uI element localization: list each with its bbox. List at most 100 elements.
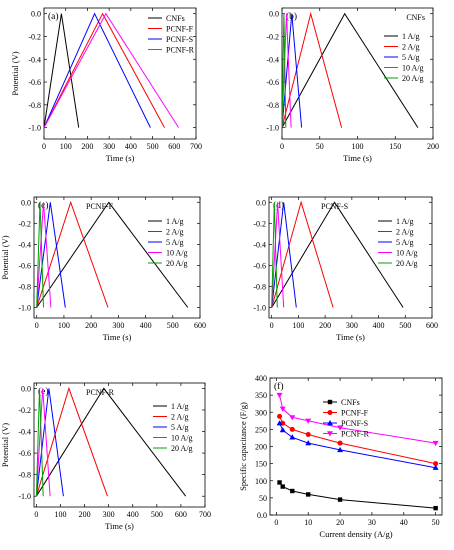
x-tick-label: 400 [140, 321, 152, 330]
data-point [289, 434, 296, 440]
data-point [432, 464, 439, 470]
data-point [306, 492, 311, 497]
series-line-2 [43, 12, 165, 128]
series-line-3 [43, 12, 151, 128]
legend-label: 2 A/g [166, 228, 184, 237]
series-line-4 [271, 202, 285, 308]
y-tick-label: -0.8 [18, 471, 31, 480]
series-line-4 [279, 394, 436, 444]
legend-label: PCNF-S [166, 35, 193, 44]
y-tick-label: -0.6 [253, 261, 266, 270]
x-tick-label: 10 [304, 518, 312, 527]
panel-title: CNFs [406, 13, 425, 22]
legend: 1 A/g 2 A/g5 A/g 10 A/g20 A/g [384, 32, 424, 83]
y-axis-label: Potential (V) [0, 235, 10, 279]
data-point [305, 418, 312, 424]
x-tick-label: 30 [368, 518, 376, 527]
data-point [337, 497, 343, 502]
x-tick-label: 100 [58, 321, 70, 330]
legend-label: 2 A/g [396, 228, 414, 237]
legend-label: 5 A/g [166, 238, 184, 247]
legend-label: 5 A/g [402, 53, 420, 62]
legend-label: CNFs [166, 14, 185, 23]
data-point [280, 484, 285, 489]
y-tick-label: 0.0 [256, 198, 266, 207]
x-tick-label: 200 [85, 321, 97, 330]
data-point [337, 425, 344, 431]
x-tick-label: 400 [127, 510, 139, 519]
x-axis-label: Time (s) [105, 521, 134, 531]
legend: 1 A/g 2 A/g5 A/g 10 A/g20 A/g [378, 217, 418, 268]
y-tick-label: -0.2 [18, 219, 31, 228]
x-tick-label: 600 [426, 321, 438, 330]
data-point [433, 461, 439, 467]
legend-label: PCNF-S [341, 419, 368, 428]
data-point [289, 415, 296, 421]
series-line-3 [35, 388, 64, 497]
legend-label: 20 A/g [171, 444, 193, 453]
series-line-3 [36, 202, 66, 308]
data-point [290, 488, 295, 494]
x-tick-label: 300 [346, 321, 358, 330]
y-tick-label: 300 [255, 408, 267, 417]
x-tick-label: 600 [194, 321, 206, 330]
x-tick-label: 100 [352, 142, 364, 151]
legend-label: 5 A/g [396, 238, 414, 247]
legend-label: PCNF-R [341, 430, 370, 439]
y-tick-label: -0.6 [18, 449, 31, 458]
series-line-3 [271, 202, 297, 308]
legend-label: 10 A/g [171, 434, 193, 443]
series-line-1 [279, 482, 436, 509]
data-point [276, 420, 283, 426]
x-tick-label: 50 [316, 142, 324, 151]
data-point [432, 440, 439, 447]
x-axis-label: Current density (A/g) [319, 529, 392, 539]
data-point [433, 505, 438, 511]
y-tick-label: 0.0 [257, 511, 267, 520]
panel-title: PCNF-F [86, 202, 114, 211]
legend-label: CNFs [341, 398, 360, 407]
legend-label: 1 A/g [396, 217, 414, 226]
x-tick-label: 0 [35, 321, 39, 330]
data-point [289, 426, 295, 432]
legend: 1 A/g 2 A/g5 A/g 10 A/g20 A/g [153, 402, 193, 453]
y-tick-label: -1.0 [266, 124, 279, 133]
x-tick-label: 500 [147, 142, 159, 151]
series-line-5 [281, 13, 287, 128]
y-tick-label: -0.2 [253, 219, 266, 228]
y-tick-label: -0.8 [266, 101, 279, 110]
plot-frame [268, 196, 433, 319]
panel-label: (a) [48, 11, 59, 22]
series-line-4 [35, 388, 51, 497]
x-tick-label: 200 [319, 321, 331, 330]
legend-label: PCNF-R [166, 46, 195, 55]
x-tick-label: 600 [168, 142, 180, 151]
series-line-1 [43, 13, 80, 128]
y-tick-label: 250 [255, 425, 267, 434]
x-tick-label: 200 [427, 142, 439, 151]
y-axis-label: Specific capacitance (F/g) [238, 402, 248, 491]
series-line-1 [271, 201, 404, 308]
y-tick-label: -0.4 [18, 240, 31, 249]
y-tick-label: -0.4 [253, 240, 266, 249]
y-tick-label: -1.0 [253, 303, 266, 312]
y-tick-label: -0.6 [28, 78, 41, 87]
x-tick-label: 600 [175, 510, 187, 519]
x-tick-label: 100 [292, 321, 304, 330]
legend: 1 A/g 2 A/g5 A/g 10 A/g20 A/g [148, 217, 188, 268]
x-tick-label: 200 [79, 510, 91, 519]
x-tick-label: 300 [103, 142, 115, 151]
legend-label: 2 A/g [402, 43, 420, 52]
x-axis-label: Time (s) [343, 153, 372, 163]
y-tick-label: 0.0 [21, 384, 31, 393]
y-axis-label: Potential (V) [10, 51, 20, 95]
y-tick-label: -0.8 [18, 282, 31, 291]
series-line-5 [35, 388, 44, 497]
legend-label: PCNF-F [341, 409, 369, 418]
y-tick-label: -1.0 [28, 124, 41, 133]
legend-label: 20 A/g [396, 259, 418, 268]
y-tick-label: 400 [255, 374, 267, 383]
data-point [305, 440, 312, 446]
data-point [277, 413, 283, 419]
